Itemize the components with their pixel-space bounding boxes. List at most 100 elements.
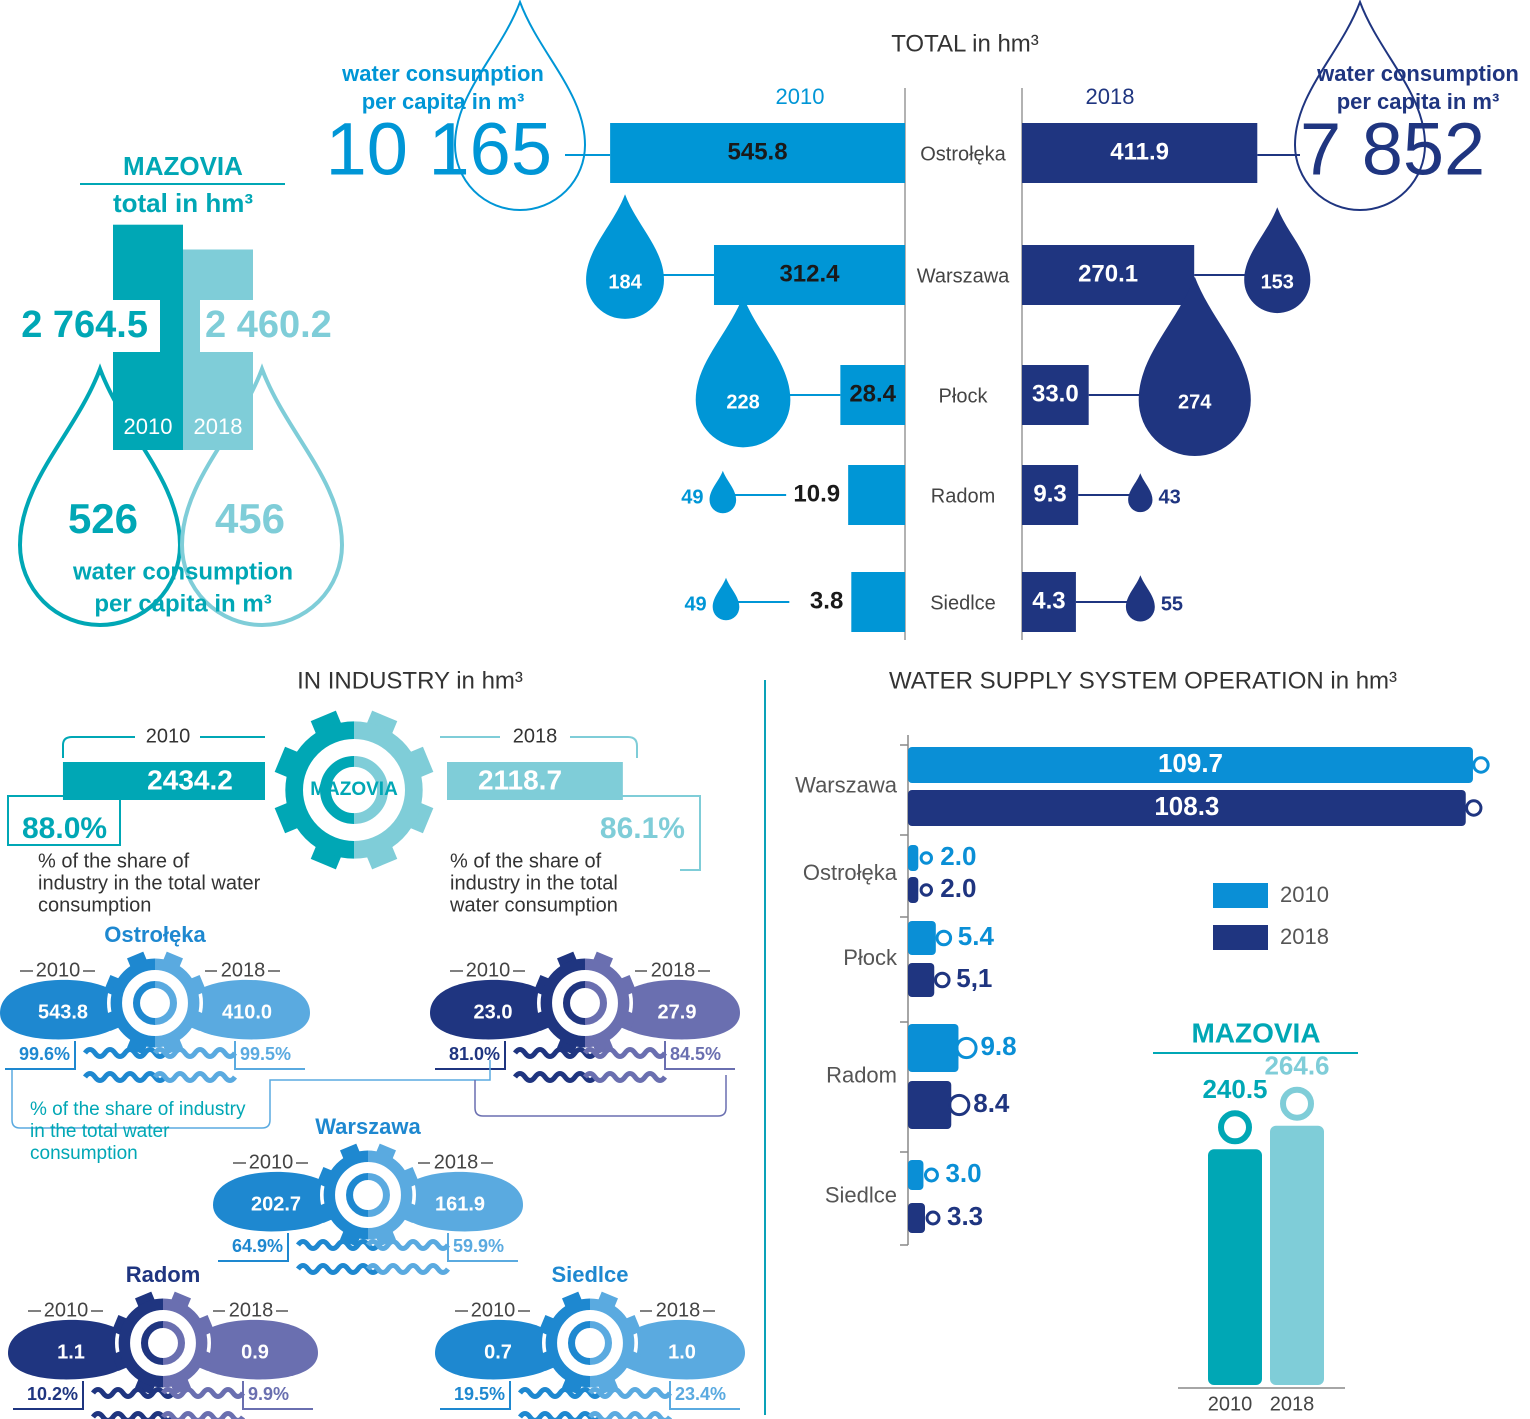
blob bbox=[8, 1319, 123, 1380]
series-heading: 2010 bbox=[776, 84, 825, 109]
gear-ring bbox=[568, 1321, 591, 1365]
share-box bbox=[218, 1233, 289, 1262]
share-label: 10.2% bbox=[27, 1384, 78, 1404]
wave bbox=[295, 1239, 381, 1251]
year-label: 2018 bbox=[513, 725, 558, 747]
value-label: 202.7 bbox=[251, 1193, 301, 1215]
value-label: 9.3 bbox=[1033, 480, 1066, 507]
value-label: 9.8 bbox=[980, 1031, 1016, 1061]
year-label: 2018 bbox=[1270, 1393, 1315, 1415]
bar bbox=[851, 572, 905, 632]
per-capita-caption: water consumption bbox=[72, 558, 293, 585]
gear-ring bbox=[323, 1150, 369, 1240]
per-capita-caption: per capita in m³ bbox=[1337, 89, 1500, 114]
share-box bbox=[447, 1233, 518, 1262]
city-label: Płock bbox=[939, 385, 989, 407]
section-subtitle: total in hm³ bbox=[113, 188, 253, 218]
share-note: consumption bbox=[30, 1143, 138, 1164]
value-label: 28.4 bbox=[849, 380, 896, 407]
share-label: 59.9% bbox=[453, 1236, 504, 1256]
legend-label: 2018 bbox=[1280, 924, 1329, 949]
value-label: 543.8 bbox=[38, 1001, 88, 1023]
section-title: MAZOVIA bbox=[1191, 1017, 1320, 1048]
year-label: 2018 bbox=[651, 959, 696, 981]
per-capita: 153 bbox=[1261, 271, 1294, 293]
share-label: 9.9% bbox=[248, 1384, 289, 1404]
share-note: % of the share of industry bbox=[30, 1099, 246, 1120]
city-label: Siedlce bbox=[825, 1182, 897, 1207]
value-label: 4.3 bbox=[1032, 587, 1065, 614]
share-box bbox=[234, 1041, 305, 1070]
share-note: consumption bbox=[38, 894, 151, 916]
bracket bbox=[7, 795, 121, 846]
value-label: 2118.7 bbox=[478, 764, 562, 795]
drop bbox=[1128, 473, 1153, 513]
year-label: 2010 bbox=[146, 725, 191, 747]
bracket bbox=[589, 795, 701, 871]
gear-ring bbox=[346, 1173, 369, 1217]
value-label: 108.3 bbox=[1154, 791, 1219, 821]
wave bbox=[90, 1387, 176, 1399]
gear-ring bbox=[118, 1298, 164, 1388]
gear-ring bbox=[353, 756, 388, 824]
wave bbox=[517, 1411, 603, 1419]
value-label: 161.9 bbox=[435, 1193, 485, 1215]
wave bbox=[587, 1411, 673, 1419]
per-capita: 49 bbox=[681, 486, 703, 508]
tap-icon bbox=[925, 1210, 941, 1226]
bar bbox=[908, 1081, 952, 1129]
value-label: 33.0 bbox=[1032, 380, 1079, 407]
per-capita: 456 bbox=[215, 495, 285, 542]
gear-ring bbox=[367, 1150, 413, 1240]
blob bbox=[195, 979, 310, 1040]
share-box bbox=[13, 1381, 84, 1410]
year-label: 2018 bbox=[221, 959, 266, 981]
blob bbox=[408, 1171, 523, 1232]
bar bbox=[908, 845, 919, 871]
city-name: Radom bbox=[126, 1262, 201, 1287]
bracket bbox=[11, 1060, 491, 1129]
blob bbox=[213, 1171, 328, 1232]
wave bbox=[365, 1239, 451, 1251]
city-label: Siedlce bbox=[930, 592, 996, 614]
wave bbox=[90, 1411, 176, 1419]
tap-icon bbox=[1465, 799, 1483, 817]
per-capita: 7 852 bbox=[1300, 108, 1485, 191]
tap-icon bbox=[1280, 1086, 1314, 1121]
city-label: Ostrołęka bbox=[920, 143, 1006, 165]
bar bbox=[908, 877, 919, 903]
value-label: 0.7 bbox=[484, 1341, 512, 1363]
bar bbox=[62, 762, 266, 800]
per-capita: 43 bbox=[1158, 486, 1180, 508]
wave bbox=[82, 1047, 168, 1059]
label-bg bbox=[200, 300, 350, 352]
legend-swatch bbox=[1213, 925, 1268, 950]
bracket bbox=[474, 1075, 727, 1117]
value-label: 3.3 bbox=[947, 1201, 983, 1231]
per-capita-caption: water consumption bbox=[1316, 61, 1519, 86]
value-label: 5,1 bbox=[956, 963, 992, 993]
drop bbox=[712, 577, 740, 621]
per-capita: 49 bbox=[684, 593, 706, 615]
tap-icon bbox=[1218, 1110, 1252, 1145]
value-label: 27.9 bbox=[658, 1001, 697, 1023]
bar bbox=[713, 245, 905, 305]
value-label: 109.7 bbox=[1158, 748, 1223, 778]
gear-ring bbox=[285, 721, 355, 859]
city-label: Płock bbox=[843, 945, 898, 970]
share-label: 19.5% bbox=[454, 1384, 505, 1404]
label-bg bbox=[5, 300, 160, 352]
share-box bbox=[664, 1041, 735, 1070]
gear-ring bbox=[141, 1321, 164, 1365]
year-label: 2018 bbox=[656, 1299, 701, 1321]
legend-label: 2010 bbox=[1280, 882, 1329, 907]
share-label: 88.0% bbox=[22, 812, 107, 845]
legend-swatch bbox=[1213, 883, 1268, 908]
share-note: industry in the total water bbox=[38, 872, 261, 894]
bar bbox=[908, 963, 935, 997]
gear-ring bbox=[133, 981, 156, 1025]
value-label: 3.0 bbox=[945, 1158, 981, 1188]
year-label: 2018 bbox=[229, 1299, 274, 1321]
